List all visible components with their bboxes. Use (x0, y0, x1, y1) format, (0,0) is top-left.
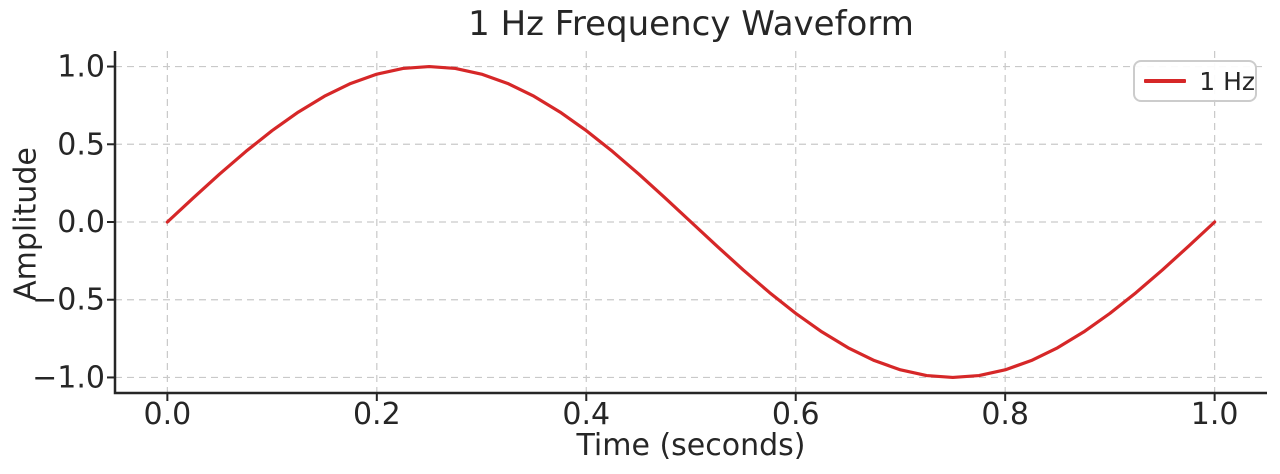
series-line (165, 64, 1217, 380)
x-tick-label: 0.0 (144, 397, 192, 432)
y-tick-label: −1.0 (32, 360, 105, 395)
y-tick-label: 1.0 (57, 50, 105, 85)
legend-label: 1 Hz (1199, 66, 1255, 96)
x-tick-label: 0.8 (981, 397, 1029, 432)
legend: 1 Hz (1133, 60, 1257, 102)
y-tick-label: −0.5 (32, 283, 105, 318)
chart-title: 1 Hz Frequency Waveform (468, 4, 914, 44)
x-tick-label: 0.6 (772, 397, 820, 432)
axis-spines (113, 51, 1267, 395)
legend-line-sample (1144, 79, 1187, 83)
y-tick-label: 0.0 (57, 205, 105, 240)
x-tick-label: 0.2 (353, 397, 401, 432)
x-tick-label: 1.0 (1191, 397, 1239, 432)
x-axis-label: Time (seconds) (576, 428, 806, 463)
x-tick-label: 0.4 (562, 397, 610, 432)
y-tick-label: 0.5 (57, 127, 105, 162)
